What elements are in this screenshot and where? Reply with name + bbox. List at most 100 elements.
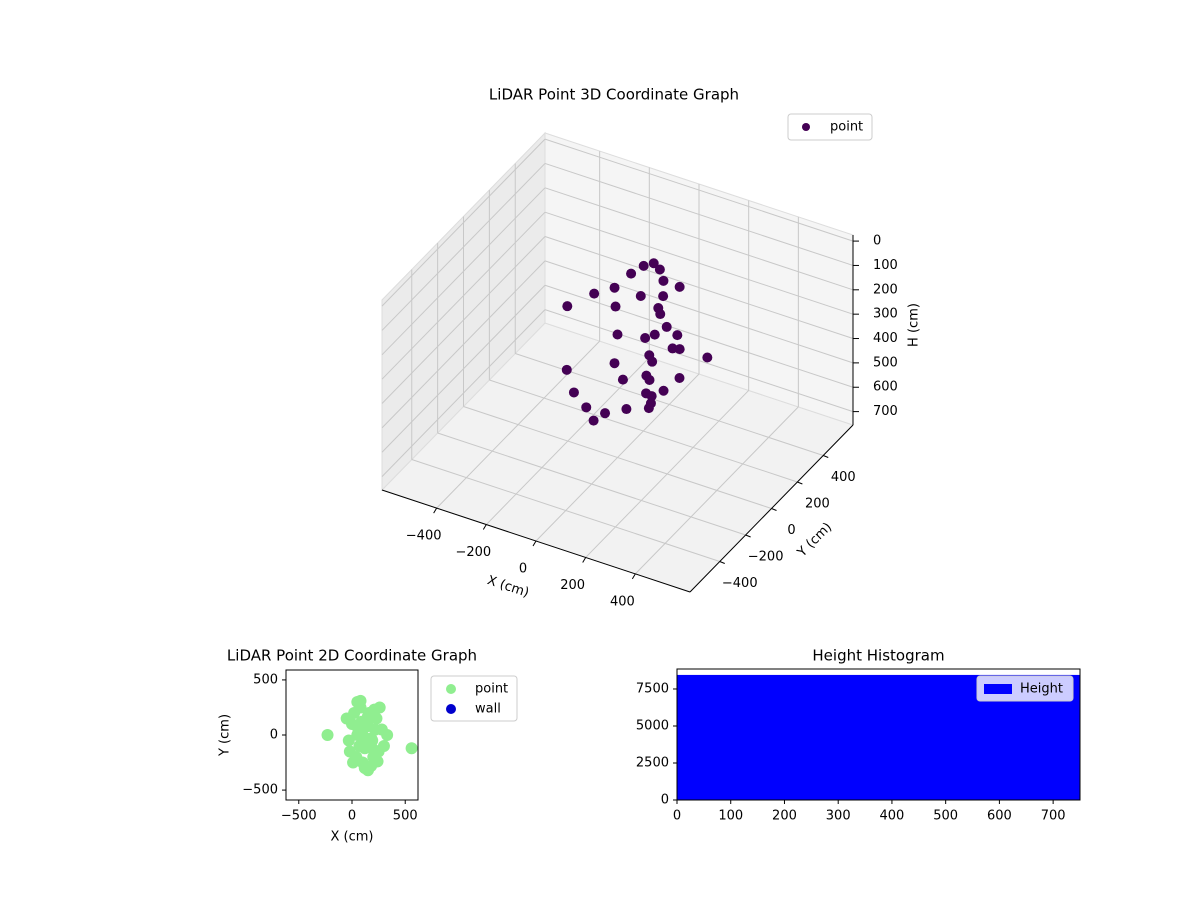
point (367, 743, 380, 756)
x-tick-label: 400 (880, 809, 905, 824)
z-tick-label: 600 (873, 380, 898, 395)
y-tick-label: 5000 (636, 718, 669, 733)
point (589, 288, 600, 299)
legend-marker (446, 704, 456, 714)
point (342, 734, 355, 747)
tick-mark (582, 557, 587, 563)
point (674, 373, 685, 384)
x-tick-label: 500 (393, 809, 418, 824)
x-axis-label: X (cm) (485, 573, 531, 601)
y-tick-label: 500 (253, 672, 278, 687)
x-tick-label: 200 (772, 809, 797, 824)
legend-box (787, 113, 873, 141)
tick-mark (631, 573, 636, 580)
x-tick-label: 700 (1041, 809, 1066, 824)
y-tick-label: 0 (661, 793, 669, 808)
grid-line (463, 406, 772, 509)
grid-line (411, 459, 720, 562)
legend-patch (984, 684, 1012, 694)
point (638, 260, 649, 271)
point (621, 404, 632, 415)
legend-label: Height (1020, 682, 1063, 697)
y-axis-label: Y (cm) (794, 520, 835, 561)
point (581, 402, 592, 413)
point (674, 344, 685, 355)
grid-line (381, 284, 546, 453)
point (647, 356, 658, 367)
grid-line (381, 211, 546, 380)
point (600, 408, 611, 419)
x-tick-label: 300 (826, 809, 851, 824)
grid-line (544, 211, 854, 315)
y-tick-label: 0 (787, 523, 795, 538)
x-tick-label: 100 (718, 809, 743, 824)
point (617, 374, 628, 385)
tick-mark (823, 455, 829, 458)
point (609, 358, 620, 369)
z-tick-label: 0 (873, 234, 881, 249)
y-tick-label: −500 (242, 783, 278, 798)
point (361, 720, 374, 733)
tick-mark (719, 561, 725, 564)
axes-frame (676, 668, 1081, 801)
x-tick-label: −200 (455, 545, 491, 560)
chart-title: LiDAR Point 2D Coordinate Graph (227, 647, 477, 665)
y-tick-label: −200 (748, 550, 784, 565)
point (568, 387, 579, 398)
point (405, 742, 418, 755)
grid-line (381, 187, 546, 356)
tick-mark (797, 481, 803, 485)
legend-marker (446, 684, 456, 694)
x-axis-line (381, 489, 691, 593)
x-tick-label: 200 (560, 578, 585, 593)
grid-line (544, 260, 854, 364)
point (635, 291, 646, 302)
z-tick-label: 500 (873, 355, 898, 370)
point (640, 332, 651, 343)
grid-line (381, 163, 546, 331)
legend-label: wall (475, 702, 501, 717)
grid-line (544, 309, 854, 413)
y-axis-label: Y (cm) (218, 714, 233, 757)
x-axis-label: X (cm) (331, 830, 374, 845)
point (658, 275, 669, 286)
grid-line (544, 187, 854, 291)
point (354, 694, 367, 707)
z-tick-label: 700 (873, 404, 898, 419)
point (588, 415, 599, 426)
point (350, 751, 363, 764)
tick-mark (482, 524, 487, 530)
z-tick-label: 300 (873, 307, 898, 322)
chart-title: LiDAR Point 3D Coordinate Graph (489, 86, 739, 104)
x-tick-label: −400 (406, 529, 442, 544)
legend-label: point (830, 120, 863, 135)
y-tick-label: 200 (805, 496, 830, 511)
point (654, 264, 665, 275)
point (381, 729, 394, 741)
y-tick-label: 400 (831, 470, 856, 485)
point (644, 374, 655, 385)
x-tick-label: 600 (987, 809, 1012, 824)
point (321, 729, 334, 741)
point (610, 301, 621, 312)
grid-line (544, 284, 854, 388)
grid-line (544, 236, 854, 340)
point (661, 321, 672, 332)
z-axis-label: H (cm) (907, 303, 922, 347)
legend-box (976, 675, 1074, 702)
grid-line (381, 138, 546, 307)
points (321, 694, 418, 777)
legend: Height (976, 675, 1074, 702)
tick-mark (771, 508, 777, 511)
point (612, 329, 623, 340)
y-tick-label: −400 (722, 576, 758, 591)
z-tick-label: 200 (873, 282, 898, 297)
x-tick-label: 400 (610, 594, 635, 609)
point (672, 330, 683, 341)
legend: point (787, 113, 873, 141)
point (653, 303, 664, 314)
point (356, 736, 369, 749)
grid-line (437, 432, 746, 536)
